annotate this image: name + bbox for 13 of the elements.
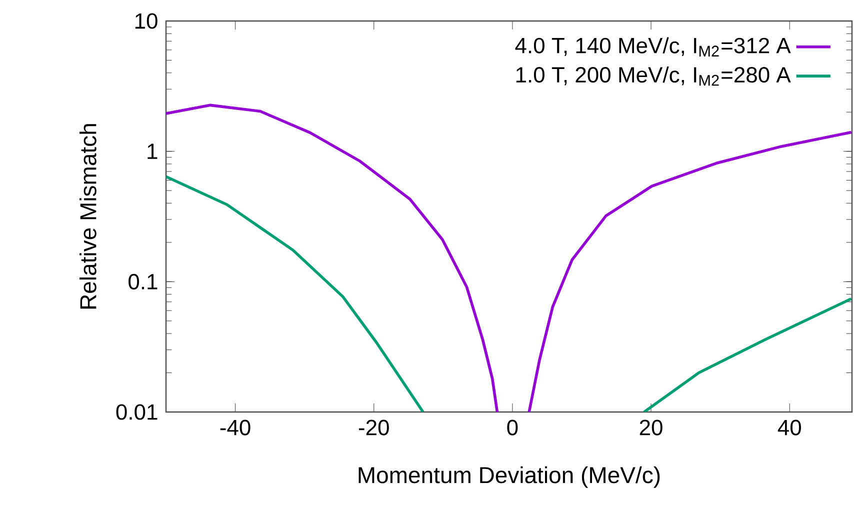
x-tick-label: -40 [220,420,250,436]
legend-label: 1.0 T, 200 MeV/c, I$_{M2}$=280 A [516,66,791,86]
legend-label: 4.0 T, 140 MeV/c, I$_{M2}$=312 A [515,37,791,56]
y-tick-label: 10 [135,13,158,29]
x-tick-label: 0 [507,420,518,436]
y-tick-label: 1 [148,144,158,159]
y-tick-label: 0.01 [116,404,158,420]
y-axis-title: Relative Mismatch [80,124,96,309]
x-axis-title: Momentum Deviation (MeV/c) [358,466,660,488]
x-tick-label: 40 [778,420,801,436]
x-tick-label: -20 [358,420,389,436]
x-tick-label: 20 [640,420,662,436]
y-tick-label: 0.1 [128,274,158,290]
